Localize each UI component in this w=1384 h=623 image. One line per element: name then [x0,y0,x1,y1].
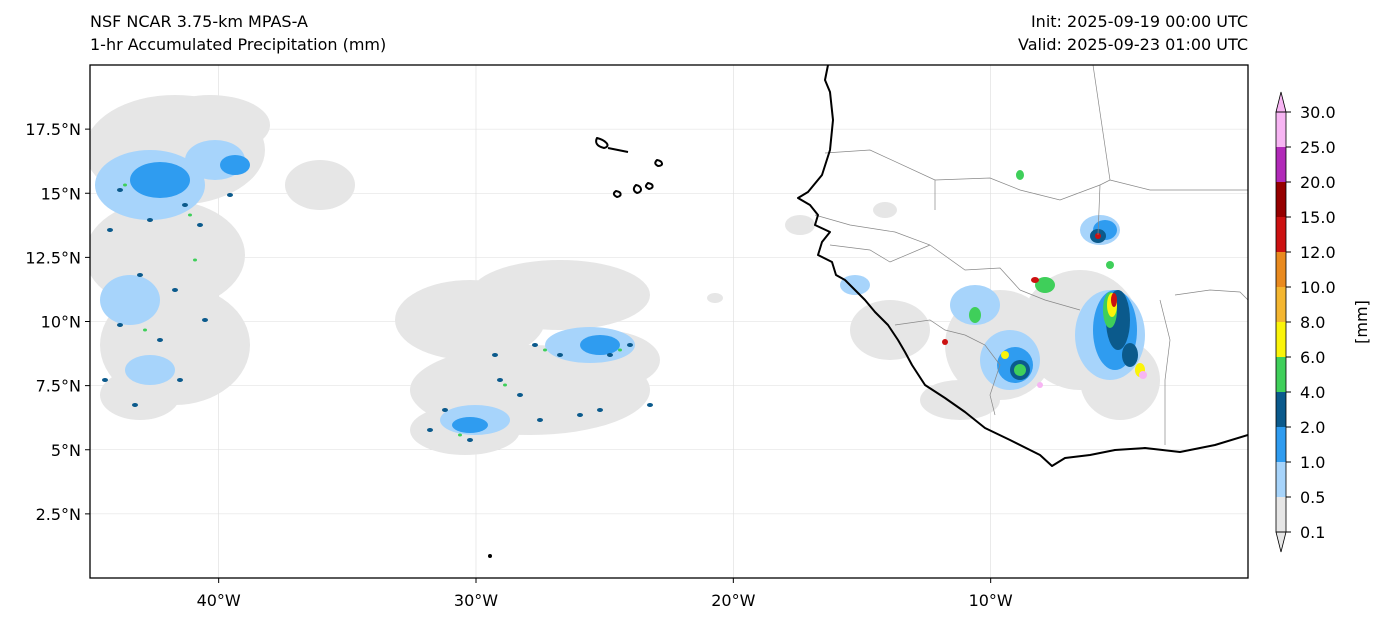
colorbar-tick-label: 6.0 [1300,348,1325,367]
field-title: 1-hr Accumulated Precipitation (mm) [90,35,387,54]
colorbar-swatch [1276,427,1286,462]
colorbar-tick-label: 4.0 [1300,383,1325,402]
lon-tick-label: 20°W [711,591,755,610]
colorbar-swatch [1276,112,1286,147]
lat-tick-label: 7.5°N [36,377,81,396]
valid-time: Valid: 2025-09-23 01:00 UTC [1017,35,1248,54]
longitude-axis: 40°W 30°W 20°W 10°W [197,578,1013,610]
country-borders [814,65,1248,445]
colorbar-tick-label: 0.1 [1300,523,1325,542]
init-time: Init: 2025-09-19 00:00 UTC [1030,12,1248,31]
colorbar-tick-label: 1.0 [1300,453,1325,472]
coastline [595,65,1248,467]
colorbar-tick-label: 20.0 [1300,173,1336,192]
island-dot [488,554,492,558]
colorbar-swatch [1276,252,1286,287]
lat-tick-label: 12.5°N [25,248,81,267]
colorbar-tick-label: 10.0 [1300,278,1336,297]
colorbar-tick-label: 30.0 [1300,103,1336,122]
lat-tick-label: 17.5°N [25,120,81,139]
colorbar: 0.1 0.5 1.0 2.0 4.0 6.0 8.0 10.0 12.0 15.0 20.0 25.… [1275,91,1336,553]
colorbar-swatch [1276,497,1286,532]
colorbar-swatch [1276,357,1286,392]
colorbar-tick-label: 8.0 [1300,313,1325,332]
colorbar-min-extend [1275,531,1287,553]
lon-tick-label: 30°W [454,591,498,610]
colorbar-swatch [1276,392,1286,427]
colorbar-swatch [1276,147,1286,182]
precipitation-field [90,95,1160,455]
lat-tick-label: 2.5°N [36,505,81,524]
colorbar-max-extend [1275,91,1287,113]
latitude-axis: 17.5°N 15°N 12.5°N 10°N 7.5°N 5°N 2.5°N [25,120,90,524]
colorbar-swatch [1276,322,1286,357]
colorbar-label: [mm] [1352,300,1371,344]
lat-tick-label: 10°N [41,313,81,332]
colorbar-tick-label: 0.5 [1300,488,1325,507]
lat-tick-label: 15°N [41,184,81,203]
colorbar-swatch [1276,462,1286,497]
colorbar-tick-label: 12.0 [1300,243,1336,262]
colorbar-swatch [1276,287,1286,322]
model-title: NSF NCAR 3.75-km MPAS-A [90,12,308,31]
colorbar-tick-label: 2.0 [1300,418,1325,437]
colorbar-swatch [1276,217,1286,252]
colorbar-tick-label: 15.0 [1300,208,1336,227]
colorbar-tick-label: 25.0 [1300,138,1336,157]
map-area [90,65,1248,578]
colorbar-swatch [1276,182,1286,217]
lon-tick-label: 40°W [197,591,241,610]
lat-tick-label: 5°N [51,441,81,460]
lon-tick-label: 10°W [969,591,1013,610]
